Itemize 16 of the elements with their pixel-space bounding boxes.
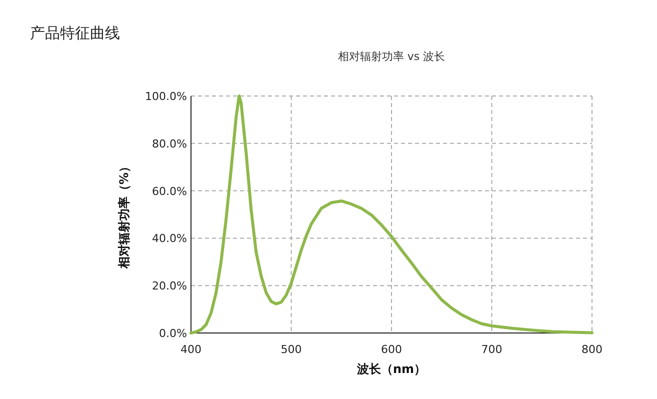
x-tick-label: 500 — [280, 343, 302, 356]
y-tick-label: 60.0% — [152, 184, 187, 198]
chart-subtitle: 相对辐射功率 vs 波长 — [338, 50, 446, 63]
x-tick-label: 700 — [481, 343, 502, 356]
line-series — [190, 94, 594, 334]
x-tick-label: 600 — [381, 343, 402, 356]
chart-title: 产品特征曲线 — [30, 24, 120, 42]
y-axis-title: 相对辐射功率（%） — [117, 160, 131, 270]
y-tick-label: 20.0% — [152, 280, 187, 293]
x-axis-title: 波长（nm） — [356, 362, 426, 376]
y-tick-label: 40.0% — [152, 232, 187, 246]
x-tick-label: 800 — [582, 343, 602, 356]
y-tick-label: 80.0% — [152, 137, 187, 150]
y-tick-label: 0.0% — [159, 327, 187, 340]
x-tick-label: 400 — [180, 343, 202, 356]
y-tick-label: 100.0% — [145, 90, 187, 103]
